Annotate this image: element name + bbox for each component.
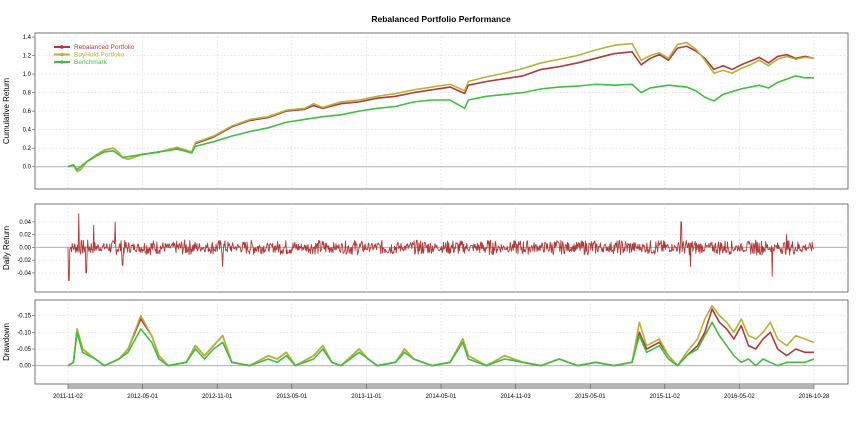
xtick-label: 2014-11-03 [500, 394, 531, 400]
legend-label-buyhold: BuyHold Portfolio [74, 52, 125, 59]
xtick-label: 2012-11-01 [202, 394, 233, 400]
xtick-label: 2016-05-02 [724, 394, 755, 400]
daily-ytick-label: 0.00 [19, 245, 31, 251]
panels-layer: 0.0 0.2 0.4 0.6 0.8 1.0 1.2 1.4 Cumulative Retur… [2, 32, 849, 400]
cumulative-panel: 0.0 0.2 0.4 0.6 0.8 1.0 1.2 1.4 Cumulative Retur… [2, 32, 849, 190]
cumulative-ytick-label: 0.6 [23, 109, 32, 115]
daily-series-0 [67, 213, 815, 282]
cumulative-series-2 [67, 75, 814, 171]
xtick-label: 2015-05-01 [575, 394, 606, 400]
chart-title: Rebalanced Portfolio Performance [371, 14, 511, 24]
xtick-label: 2011-11-02 [53, 394, 83, 400]
daily-ytick-label: 0.02 [19, 233, 31, 239]
xtick-label: 2016-10-28 [799, 394, 830, 400]
drawdown-ytick-label: -0.15 [17, 314, 31, 320]
cumulative-ylabel: Cumulative Return [2, 78, 11, 144]
xtick-label: 2013-11-01 [351, 394, 382, 400]
cumulative-ytick-label: 0.2 [23, 146, 32, 152]
daily-ytick-label: 0.04 [19, 220, 31, 226]
daily-ylabel: Daily Return [2, 226, 11, 270]
cumulative-ytick-label: 0.4 [23, 128, 32, 134]
legend-label-rebalanced: Rebalanced Portfolio [74, 44, 135, 51]
drawdown-series-2 [67, 321, 815, 367]
xtick-label: 2015-11-02 [650, 394, 681, 400]
drawdown-panel: -0.15 -0.10 -0.05 0.00 Drawdown [2, 299, 849, 385]
cumulative-ytick-label: 1.0 [23, 72, 32, 78]
legend-marker-buyhold [60, 52, 64, 57]
legend-marker-benchmark [60, 60, 64, 64]
cumulative-ytick-label: 1.4 [23, 35, 32, 41]
legend-label-benchmark: Benchmark [74, 59, 108, 66]
daily-frame [34, 203, 849, 293]
cumulative-series-1 [67, 41, 815, 173]
drawdown-ylabel: Drawdown [2, 323, 11, 361]
cumulative-ytick-label: 1.2 [23, 54, 32, 60]
drawdown-frame [34, 299, 849, 385]
drawdown-ytick-label: -0.10 [17, 330, 31, 336]
drawdown-ytick-label: 0.00 [19, 364, 31, 370]
drawdown-ytick-label: -0.05 [17, 347, 31, 353]
xtick-label: 2013-05-01 [276, 394, 307, 400]
daily-panel: -0.04 -0.02 0.00 0.02 0.04 Daily Return [2, 203, 849, 293]
cumulative-ytick-label: 0.8 [23, 91, 32, 97]
legend-marker-rebalanced [60, 45, 64, 49]
daily-ytick-label: -0.04 [17, 271, 31, 277]
cumulative-ytick-label: 0.0 [23, 165, 32, 171]
xtick-label: 2012-05-01 [127, 394, 158, 400]
daily-ytick-label: -0.02 [17, 258, 31, 264]
xtick-label: 2014-05-01 [426, 394, 457, 400]
